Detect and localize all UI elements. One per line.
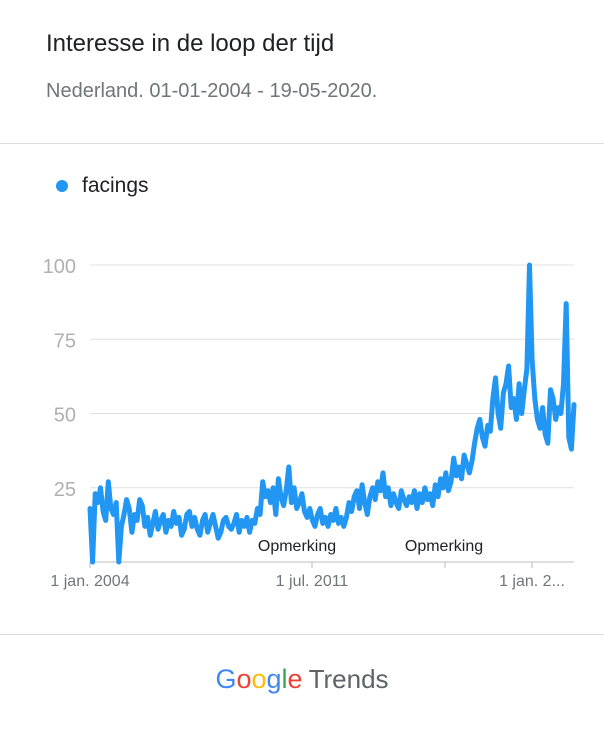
- legend-label: facings: [82, 174, 149, 197]
- y-tick-label: 50: [54, 405, 76, 427]
- google-trends-logo[interactable]: Google Trends: [0, 664, 604, 695]
- google-letter: o: [251, 664, 267, 694]
- y-tick-label: 25: [54, 479, 76, 501]
- series-line-facings: [87, 262, 577, 565]
- trends-wordmark: Trends: [308, 664, 389, 694]
- google-letter: g: [266, 664, 282, 694]
- y-tick-label: 100: [43, 256, 76, 278]
- chart-subtitle: Nederland. 01-01-2004 - 19-05-2020.: [46, 80, 378, 102]
- legend[interactable]: facings: [56, 174, 149, 198]
- google-letter: G: [215, 664, 237, 694]
- legend-dot-icon: [56, 180, 68, 192]
- google-wordmark: Google: [215, 664, 302, 694]
- x-tick-label: 1 jan. 2004: [50, 573, 129, 590]
- google-letter: l: [281, 664, 288, 694]
- annotation-label: Opmerking: [405, 538, 483, 555]
- google-letter: o: [236, 664, 252, 694]
- annotation-label: Opmerking: [258, 538, 336, 555]
- line-chart[interactable]: 25 50 75 100 1 jan. 2004 1 jul. 2011 1 jan. 2.…: [0, 240, 604, 600]
- y-tick-label: 75: [54, 330, 76, 352]
- x-tick-label: 1 jan. 2...: [499, 573, 565, 590]
- x-tick-label: 1 jul. 2011: [276, 573, 349, 590]
- chart-header: Interesse in de loop der tijd Nederland.…: [0, 0, 604, 143]
- footer-divider: [0, 634, 604, 635]
- chart-title: Interesse in de loop der tijd: [46, 30, 335, 57]
- google-letter: e: [287, 664, 303, 694]
- header-divider: [0, 143, 604, 144]
